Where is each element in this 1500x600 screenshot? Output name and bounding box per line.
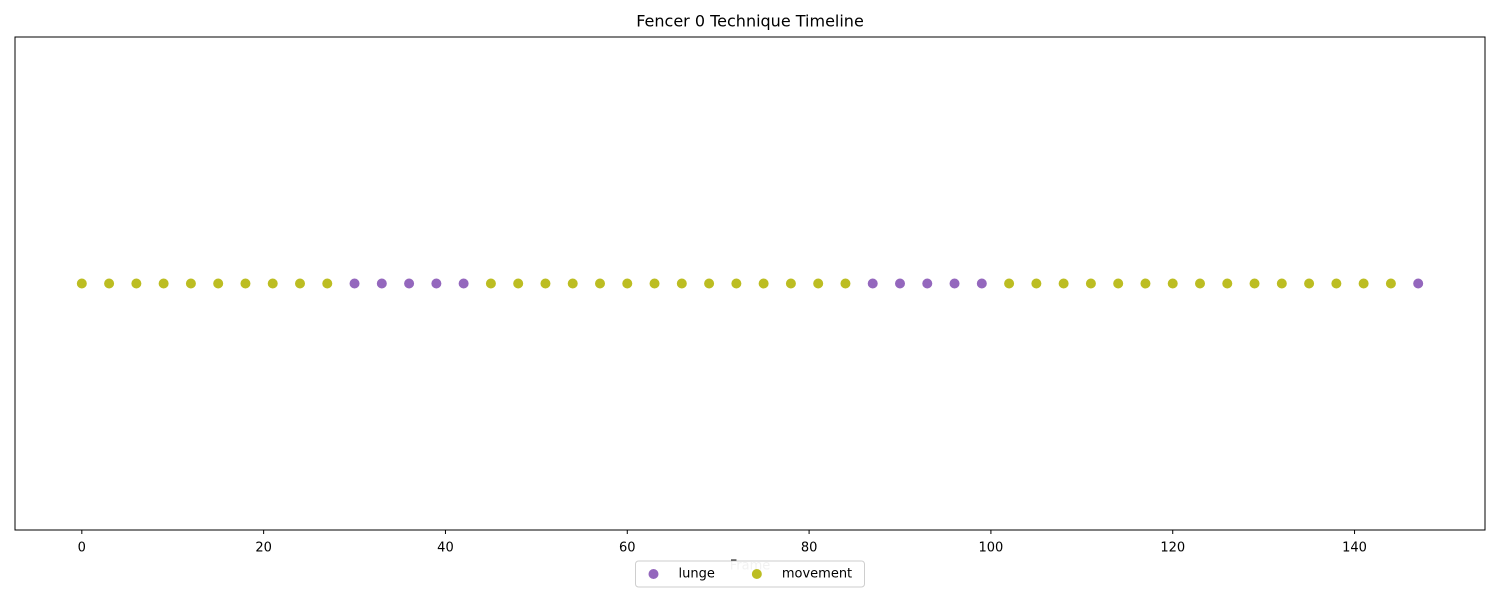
legend-label: movement bbox=[782, 567, 852, 582]
point bbox=[1276, 278, 1287, 289]
point bbox=[1167, 278, 1178, 289]
point bbox=[1058, 278, 1069, 289]
point bbox=[185, 278, 196, 289]
point bbox=[158, 278, 169, 289]
point bbox=[867, 278, 878, 289]
point bbox=[322, 278, 333, 289]
point bbox=[240, 278, 251, 289]
point bbox=[349, 278, 360, 289]
point bbox=[213, 278, 224, 289]
legend-marker bbox=[751, 569, 762, 579]
point bbox=[813, 278, 824, 289]
point bbox=[840, 278, 851, 289]
x-tick-label: 100 bbox=[978, 541, 1003, 556]
point bbox=[1358, 278, 1369, 289]
point bbox=[1249, 278, 1260, 289]
point bbox=[131, 278, 142, 289]
point bbox=[295, 278, 305, 289]
point bbox=[785, 278, 796, 289]
point bbox=[649, 278, 660, 289]
point bbox=[104, 278, 115, 289]
legend-label: lunge bbox=[679, 567, 715, 582]
chart-title: Fencer 0 Technique Timeline bbox=[636, 12, 864, 31]
point bbox=[895, 278, 905, 289]
point bbox=[1113, 278, 1124, 289]
point bbox=[1304, 278, 1315, 289]
point bbox=[513, 278, 524, 289]
point bbox=[922, 278, 933, 289]
x-tick-label: 80 bbox=[801, 541, 818, 556]
point bbox=[758, 278, 769, 289]
point bbox=[595, 278, 605, 289]
point bbox=[540, 278, 551, 289]
point bbox=[1140, 278, 1151, 289]
point bbox=[1413, 278, 1424, 289]
plot-frame bbox=[14, 36, 1486, 531]
x-tick-label: 40 bbox=[437, 541, 454, 556]
point bbox=[949, 278, 960, 289]
legend-box bbox=[635, 560, 865, 588]
point bbox=[1004, 278, 1015, 289]
legend-marker bbox=[648, 569, 659, 579]
point bbox=[1385, 278, 1396, 289]
legend: lunge movement bbox=[635, 560, 865, 588]
point bbox=[485, 278, 496, 289]
x-tick-label: 0 bbox=[78, 541, 86, 556]
point bbox=[431, 278, 442, 289]
point bbox=[731, 278, 742, 289]
x-tick-label: 20 bbox=[255, 541, 272, 556]
point bbox=[1031, 278, 1042, 289]
x-tick-label: 60 bbox=[619, 541, 636, 556]
point bbox=[976, 278, 987, 289]
point bbox=[567, 278, 578, 289]
point bbox=[267, 278, 278, 289]
point bbox=[676, 278, 687, 289]
point bbox=[404, 278, 415, 289]
point bbox=[458, 278, 469, 289]
point bbox=[1085, 278, 1096, 289]
point bbox=[376, 278, 387, 289]
point bbox=[1222, 278, 1233, 289]
point bbox=[704, 278, 715, 289]
point bbox=[76, 278, 87, 289]
point bbox=[622, 278, 633, 289]
x-tick-label: 120 bbox=[1160, 541, 1185, 556]
x-tick-label: 140 bbox=[1342, 541, 1367, 556]
point bbox=[1195, 278, 1205, 289]
point bbox=[1331, 278, 1342, 289]
